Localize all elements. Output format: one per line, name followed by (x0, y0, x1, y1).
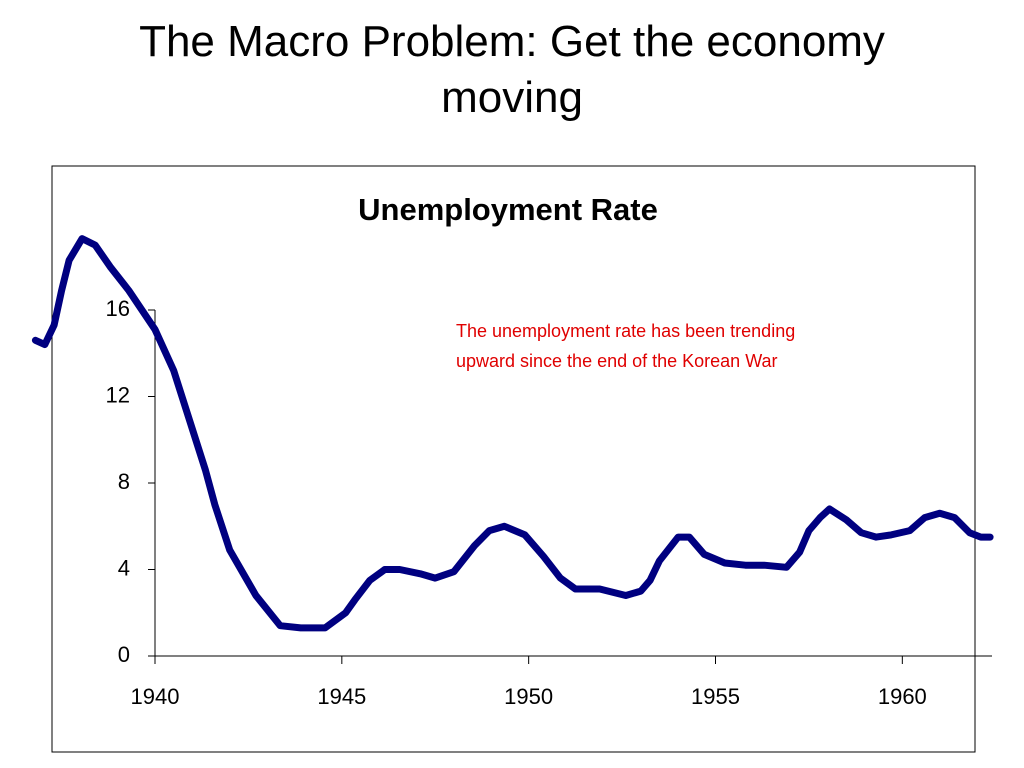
slide-title: The Macro Problem: Get the economy movin… (139, 17, 885, 122)
x-tick-label: 1950 (504, 684, 553, 709)
annotation: The unemployment rate has been trending (456, 321, 795, 341)
x-tick-label: 1955 (691, 684, 740, 709)
y-tick-label: 12 (106, 382, 130, 407)
y-tick-label: 4 (118, 555, 130, 580)
y-tick-label: 8 (118, 469, 130, 494)
x-tick-label: 1945 (317, 684, 366, 709)
line (31, 235, 994, 632)
y-tick-label: 16 (106, 296, 130, 321)
annotation: upward since the end of the Korean War (456, 351, 778, 371)
chart-title: Unemployment Rate (358, 192, 658, 227)
y-tick-label: 0 (118, 642, 130, 667)
x-tick-label: 1940 (131, 684, 180, 709)
chart-border (51, 165, 976, 753)
x-tick-label: 1960 (878, 684, 927, 709)
